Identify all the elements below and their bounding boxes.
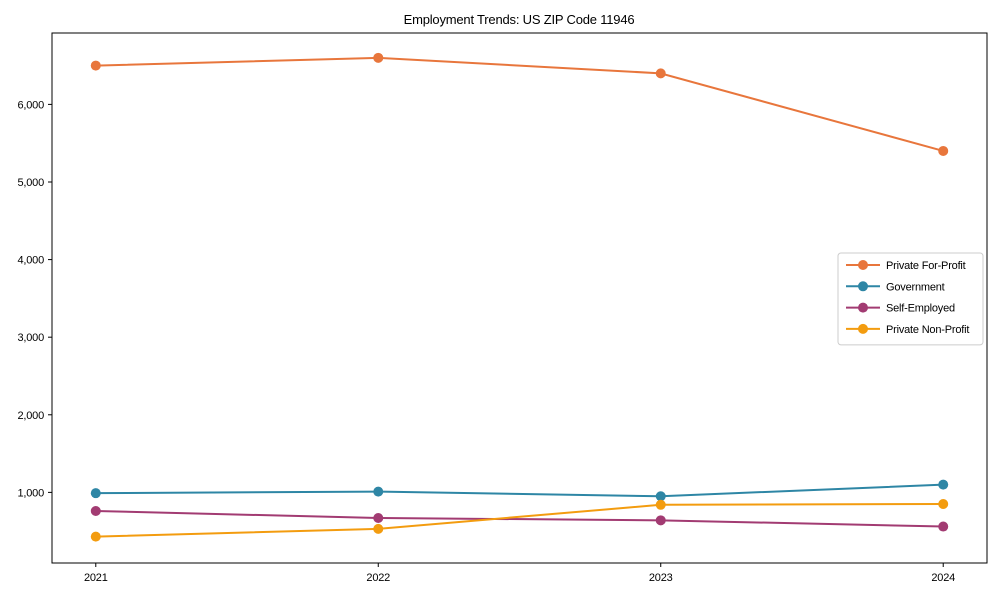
data-point-self-employed [938,521,949,532]
y-tick-label: 4,000 [17,255,44,267]
data-point-private-non-profit [655,499,666,510]
x-tick-label: 2021 [84,572,108,584]
series-line-private-for-profit [94,56,945,152]
legend-box [837,252,984,346]
data-point-private-for-profit [373,52,384,63]
data-point-self-employed [655,515,666,526]
data-point-government [373,486,384,497]
y-tick-label: 3,000 [17,332,44,344]
plot-area: 1,000 2,000 3,000 4,000 5,000 6,000 2021 2022 20… [17,32,988,584]
data-point-private-for-profit [90,60,101,71]
data-point-government [938,479,949,490]
data-point-government [90,488,101,499]
legend-label-private-non-profit: Private Non-Profit [886,324,969,336]
legend-marker-private-non-profit [858,323,868,334]
series-line-self-employed [94,510,945,528]
legend: Private For-Profit Government Self-Employe… [837,252,984,346]
series-line-government [94,483,945,498]
axes-box [51,32,988,564]
legend-marker-government [858,281,868,292]
legend-marker-private-for-profit [858,260,868,270]
data-point-private-non-profit [90,531,101,542]
y-tick-label: 5,000 [17,177,44,189]
y-tick-label: 6,000 [17,99,44,111]
legend-marker-self-employed [858,302,868,313]
chart-title: Employment Trends: US ZIP Code 11946 [404,12,635,27]
x-tick-label: 2022 [366,572,390,584]
x-tick-label: 2024 [931,572,955,584]
data-point-private-non-profit [373,523,384,534]
legend-label-private-for-profit: Private For-Profit [886,260,966,272]
y-tick-label: 1,000 [17,487,44,499]
data-point-self-employed [373,512,384,523]
data-point-self-employed [90,506,101,517]
legend-label-government: Government [886,281,945,293]
data-point-government [655,491,666,502]
legend-label-self-employed: Self-Employed [886,303,955,315]
series-line-private-non-profit [94,503,945,538]
data-point-private-for-profit [655,68,666,79]
data-point-private-non-profit [938,499,949,510]
x-tick-label: 2023 [649,572,673,584]
data-point-private-for-profit [938,145,949,156]
y-tick-label: 2,000 [17,410,44,422]
